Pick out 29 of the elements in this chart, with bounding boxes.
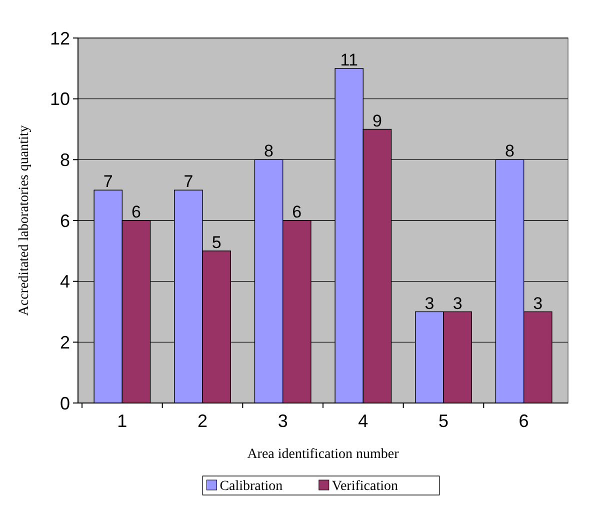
x-tick-label: 3 [278, 411, 288, 431]
y-axis-title: Accreditated laboratories quantity [17, 125, 32, 316]
y-tick-label: 0 [60, 393, 70, 414]
y-tick-label: 4 [60, 272, 70, 292]
data-label: 7 [184, 172, 194, 192]
x-tick-label: 2 [198, 411, 208, 431]
data-label: 3 [452, 294, 462, 313]
y-tick-label: 2 [60, 332, 70, 352]
data-label: 5 [212, 232, 222, 252]
x-tick-label: 1 [117, 411, 128, 431]
data-label: 6 [132, 202, 141, 222]
y-tick-label: 12 [50, 28, 70, 48]
y-tick-label: 8 [60, 150, 70, 170]
data-label: 7 [103, 172, 113, 192]
data-label: 11 [340, 50, 358, 70]
data-label: 3 [533, 294, 543, 313]
x-axis-title: Area identification number [247, 447, 400, 462]
x-tick-label: 5 [438, 411, 448, 431]
data-label: 6 [292, 202, 302, 222]
x-tick-label: 6 [518, 411, 529, 431]
y-tick-label: 6 [60, 210, 70, 231]
x-tick-label: 4 [358, 411, 368, 431]
data-label: 3 [424, 294, 434, 313]
data-label: 9 [372, 111, 382, 130]
y-tick-label: 10 [50, 89, 70, 110]
data-label: 8 [264, 142, 274, 161]
legend-label: Calibration [220, 479, 283, 494]
data-label: 8 [505, 142, 514, 161]
legend-label: Verification [332, 479, 398, 494]
